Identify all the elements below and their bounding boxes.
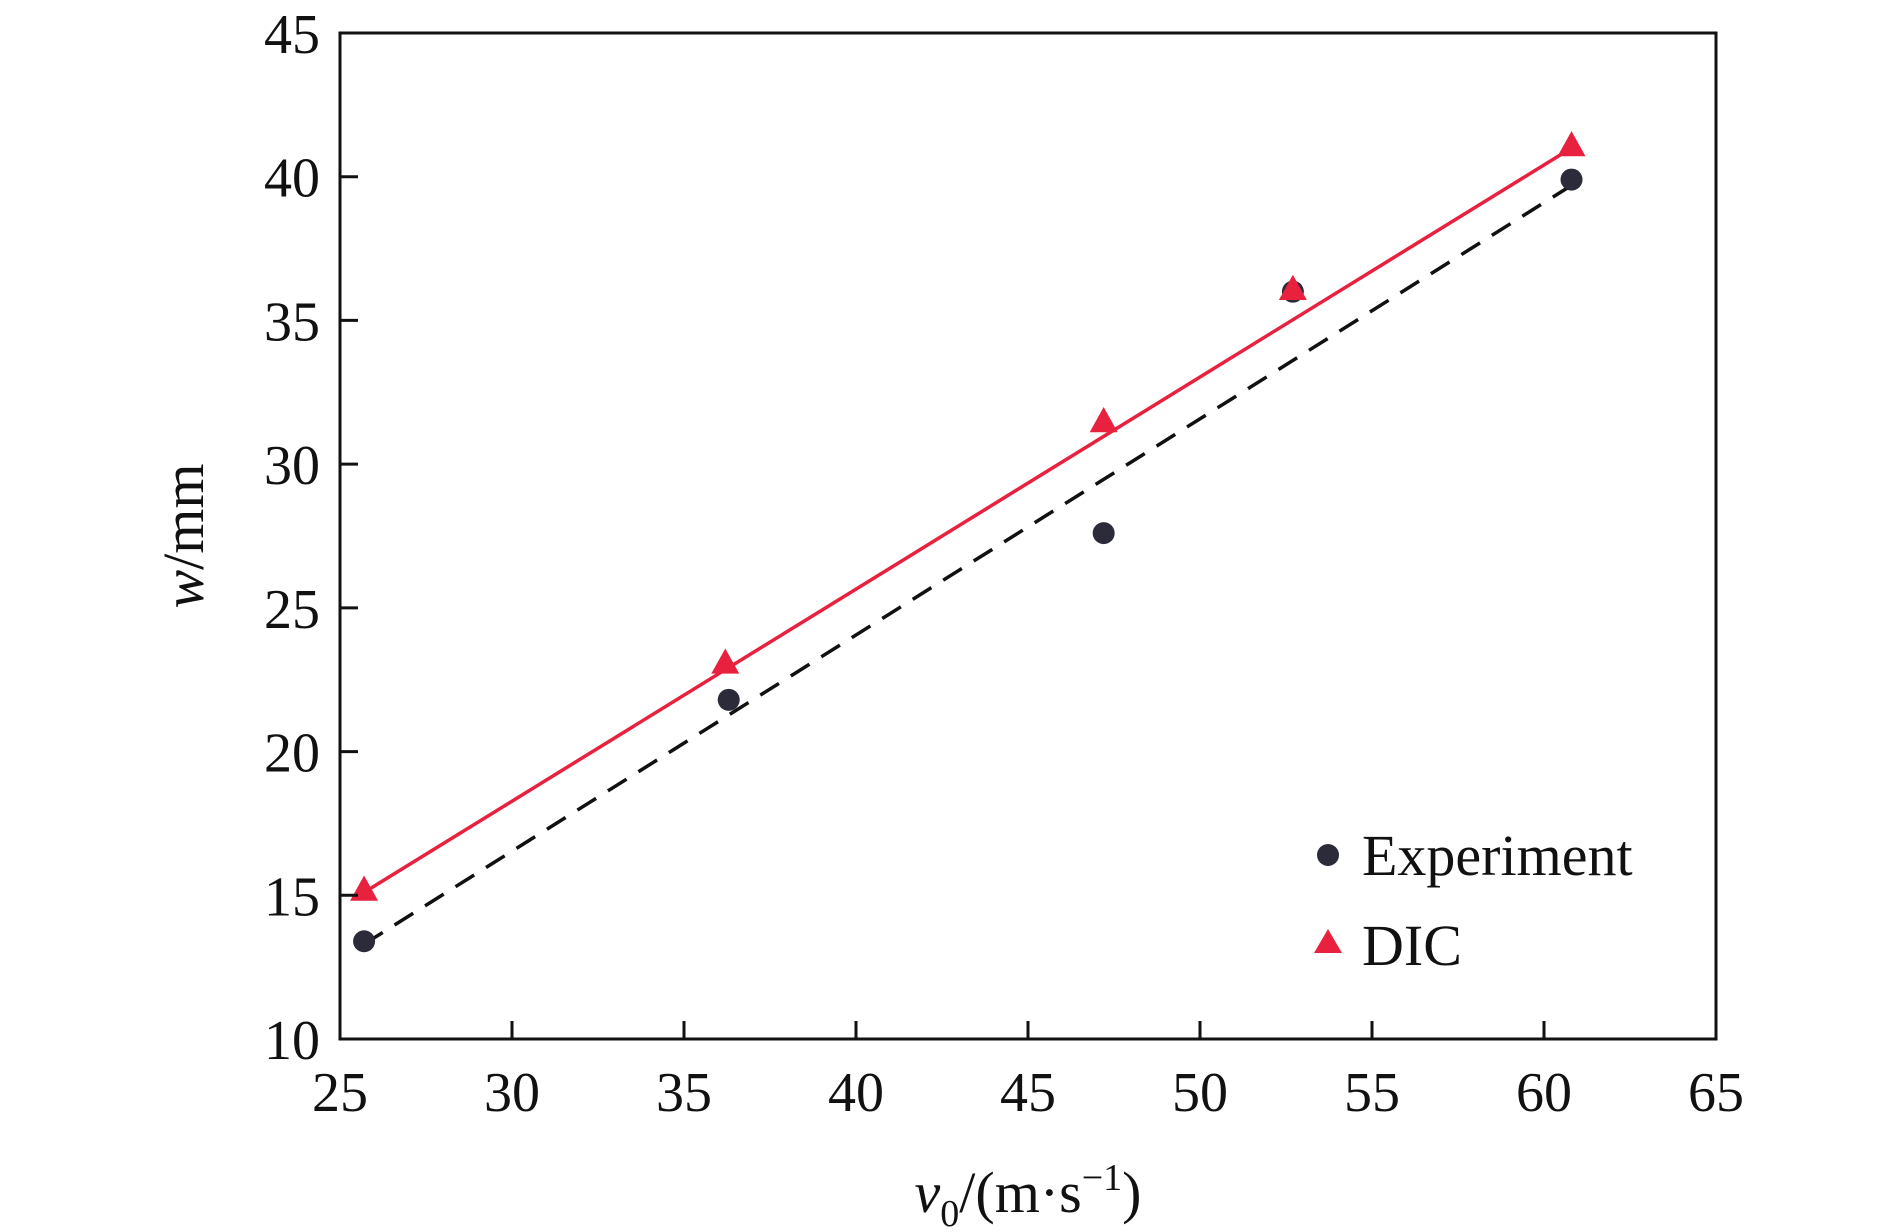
x-tick-label: 65 — [1688, 1062, 1744, 1124]
dic-point — [1557, 131, 1586, 157]
x-axis-label: v0/(m·s−1) — [915, 1157, 1142, 1232]
y-tick-label: 30 — [264, 435, 320, 497]
y-tick-label: 35 — [264, 291, 320, 353]
experiment-point — [717, 688, 740, 711]
fit-lines — [363, 146, 1573, 946]
x-tick-label: 40 — [828, 1062, 884, 1124]
plot-frame — [338, 31, 1718, 1041]
legend: Experiment DIC — [1314, 823, 1633, 978]
x-axis-ticks: 25 30 35 40 45 50 55 60 65 — [312, 1021, 1744, 1124]
y-tick-label: 10 — [264, 1010, 320, 1072]
legend-experiment-marker — [1317, 844, 1339, 866]
experiment-point — [353, 930, 376, 953]
legend-dic-label: DIC — [1362, 913, 1462, 978]
y-tick-label: 25 — [264, 579, 320, 641]
dic-point — [1278, 274, 1307, 301]
y-axis-ticks: 10 15 20 25 30 35 40 45 — [264, 4, 358, 1072]
x-tick-label: 30 — [484, 1062, 540, 1124]
dic-fit-line — [363, 146, 1573, 894]
experiment-point — [1092, 522, 1115, 545]
y-tick-label: 15 — [264, 866, 320, 928]
legend-dic-marker — [1314, 929, 1342, 953]
experiment-fit-line — [363, 183, 1573, 946]
x-tick-label: 55 — [1344, 1062, 1400, 1124]
dic-point — [711, 648, 740, 674]
dic-point — [1089, 407, 1118, 433]
data-points — [350, 131, 1586, 953]
legend-experiment-label: Experiment — [1362, 823, 1633, 888]
y-tick-label: 20 — [264, 723, 320, 785]
y-axis-label: w/mm — [151, 463, 216, 608]
x-tick-label: 25 — [312, 1062, 368, 1124]
y-tick-label: 40 — [264, 148, 320, 210]
experiment-point — [1560, 168, 1583, 191]
x-tick-label: 60 — [1516, 1062, 1572, 1124]
x-tick-label: 35 — [656, 1062, 712, 1124]
y-tick-label: 45 — [264, 4, 320, 66]
x-tick-label: 45 — [1000, 1062, 1056, 1124]
x-tick-label: 50 — [1172, 1062, 1228, 1124]
